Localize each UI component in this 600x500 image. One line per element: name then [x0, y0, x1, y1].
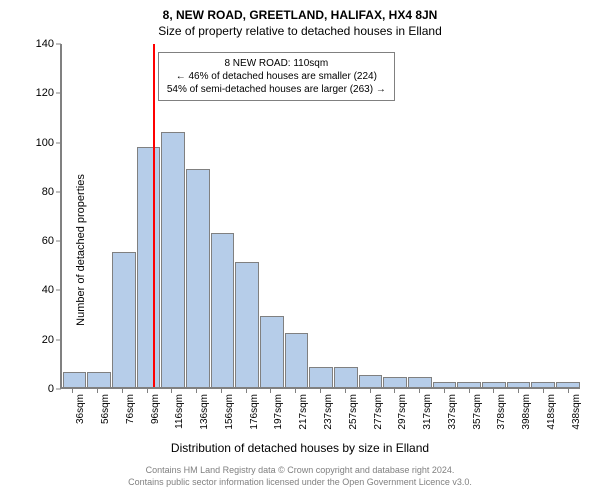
x-tick-label: 378sqm [496, 394, 507, 430]
annotation-line2: ← 46% of detached houses are smaller (22… [167, 70, 386, 83]
x-tick-label: 357sqm [472, 394, 483, 430]
chart-container: 8, NEW ROAD, GREETLAND, HALIFAX, HX4 8JN… [0, 0, 600, 500]
x-tick-mark [246, 389, 247, 393]
bar [87, 372, 111, 387]
annotation-box: 8 NEW ROAD: 110sqm ← 46% of detached hou… [158, 52, 395, 101]
x-tick-mark [122, 389, 123, 393]
bar [433, 382, 457, 387]
bar [334, 367, 358, 387]
annotation-line3: 54% of semi-detached houses are larger (… [167, 83, 386, 96]
x-tick-mark [518, 389, 519, 393]
x-tick-mark [543, 389, 544, 393]
x-tick-mark [295, 389, 296, 393]
bar [383, 377, 407, 387]
footer-line2: Contains public sector information licen… [10, 477, 590, 489]
bar [457, 382, 481, 387]
bar [161, 132, 185, 387]
marker-line [153, 44, 155, 387]
bar [359, 375, 383, 387]
x-tick-label: 56sqm [100, 394, 111, 424]
bar [63, 372, 87, 387]
x-tick-label: 237sqm [323, 394, 334, 430]
x-axis-label: Distribution of detached houses by size … [10, 441, 590, 455]
x-tick-label: 217sqm [298, 394, 309, 430]
x-tick-label: 176sqm [249, 394, 260, 430]
x-tick-mark [444, 389, 445, 393]
x-tick-label: 438sqm [571, 394, 582, 430]
x-tick-mark [419, 389, 420, 393]
x-tick-mark [394, 389, 395, 393]
bar [408, 377, 432, 387]
x-tick-label: 96sqm [150, 394, 161, 424]
x-tick-mark [370, 389, 371, 393]
x-tick-mark [493, 389, 494, 393]
bar [531, 382, 555, 387]
x-tick-label: 297sqm [397, 394, 408, 430]
x-tick-mark [469, 389, 470, 393]
x-tick-mark [196, 389, 197, 393]
bar [507, 382, 531, 387]
x-tick-mark [320, 389, 321, 393]
chart-title-main: 8, NEW ROAD, GREETLAND, HALIFAX, HX4 8JN [10, 8, 590, 22]
bar [309, 367, 333, 387]
x-tick-label: 277sqm [373, 394, 384, 430]
x-tick-mark [568, 389, 569, 393]
bar [285, 333, 309, 387]
x-tick-label: 257sqm [348, 394, 359, 430]
bar [112, 252, 136, 387]
x-tick-mark [147, 389, 148, 393]
x-tick-label: 76sqm [125, 394, 136, 424]
x-tick-label: 156sqm [224, 394, 235, 430]
bar [482, 382, 506, 387]
x-tick-mark [270, 389, 271, 393]
bar [235, 262, 259, 387]
bar [186, 169, 210, 387]
x-tick-mark [171, 389, 172, 393]
bar [137, 147, 161, 387]
y-tick-label: 100 [30, 137, 54, 149]
y-tick-label: 60 [30, 235, 54, 247]
x-tick-label: 197sqm [273, 394, 284, 430]
x-tick-label: 136sqm [199, 394, 210, 430]
x-tick-label: 418sqm [546, 394, 557, 430]
y-tick-label: 80 [30, 186, 54, 198]
x-tick-label: 116sqm [174, 394, 185, 429]
annotation-line1: 8 NEW ROAD: 110sqm [167, 57, 386, 70]
bar [556, 382, 580, 387]
y-tick-label: 0 [30, 383, 54, 395]
plot-area: 8 NEW ROAD: 110sqm ← 46% of detached hou… [60, 44, 580, 389]
y-tick-label: 40 [30, 284, 54, 296]
bar [211, 233, 235, 387]
x-tick-mark [221, 389, 222, 393]
x-tick-label: 337sqm [447, 394, 458, 430]
chart-title-sub: Size of property relative to detached ho… [10, 24, 590, 38]
footer: Contains HM Land Registry data © Crown c… [10, 465, 590, 488]
y-tick-label: 20 [30, 334, 54, 346]
y-tick-label: 140 [30, 38, 54, 50]
x-tick-label: 36sqm [75, 394, 86, 424]
x-tick-label: 317sqm [422, 394, 433, 430]
x-tick-mark [97, 389, 98, 393]
bar [260, 316, 284, 387]
x-tick-mark [345, 389, 346, 393]
y-tick-label: 120 [30, 87, 54, 99]
x-tick-layer: 36sqm 56sqm 76sqm 96sqm 116sqm 136sqm 156sqm 17… [60, 389, 580, 439]
footer-line1: Contains HM Land Registry data © Crown c… [10, 465, 590, 477]
x-tick-mark [72, 389, 73, 393]
x-tick-label: 398sqm [521, 394, 532, 430]
